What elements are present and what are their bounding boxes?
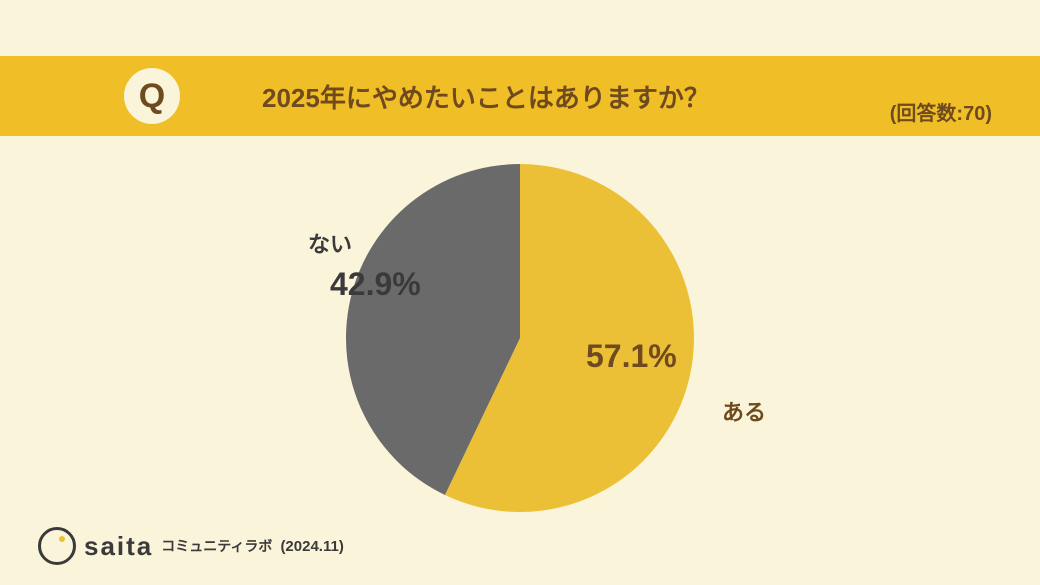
brand-date: (2024.11) — [280, 538, 343, 555]
footer: saita コミュニティラボ (2024.11) — [38, 527, 344, 565]
brand-logo-icon — [38, 527, 76, 565]
q-badge: Q — [124, 68, 180, 124]
brand-subtitle: コミュニティラボ — [161, 536, 272, 556]
slice-name-0: ある — [722, 395, 766, 427]
question-header-bar: Q 2025年にやめたいことはありますか？ (回答数:70) — [0, 56, 1040, 136]
slice-value-0: 57.1% — [586, 338, 677, 375]
brand-name: saita — [84, 531, 153, 562]
infographic-page: Q 2025年にやめたいことはありますか？ (回答数:70) 57.1% ある … — [0, 0, 1040, 585]
pie-chart-area — [0, 150, 1040, 530]
respondent-count: (回答数:70) — [890, 97, 992, 126]
slice-value-1: 42.9% — [330, 266, 421, 303]
q-badge-letter: Q — [139, 77, 165, 116]
question-text: 2025年にやめたいことはありますか？ — [262, 78, 710, 115]
slice-name-1: ない — [308, 227, 352, 259]
